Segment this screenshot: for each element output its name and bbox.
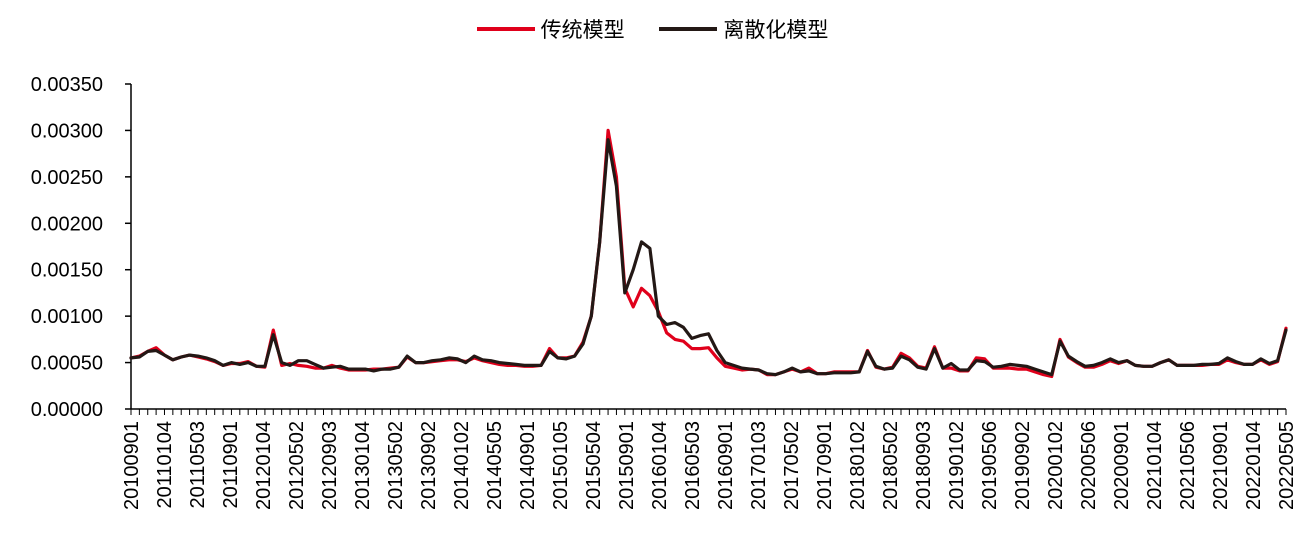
x-tick-label: 20220104 [1243,421,1265,510]
legend: 传统模型 离散化模型 [0,12,1305,44]
x-tick-label: 20190902 [1012,421,1034,510]
x-tick-label: 20130104 [352,421,374,510]
y-tick-label: 0.00300 [31,120,103,142]
x-tick-label: 20110104 [154,421,176,509]
y-tick-label: 0.00350 [31,74,103,96]
x-tick-label: 20140102 [451,421,473,510]
x-tick-label: 20210104 [1144,421,1166,510]
legend-label-traditional: 传统模型 [540,18,625,42]
x-tick-label: 20120502 [286,421,308,510]
y-tick-label: 0.00050 [31,353,103,375]
x-tick-label: 20190102 [946,421,968,510]
x-tick-label: 20150105 [550,421,572,510]
x-tick-label: 20130502 [385,421,407,510]
x-tick-label: 20160104 [649,421,671,510]
x-tick-label: 20190506 [979,421,1001,510]
x-tick-label: 20200102 [1045,421,1067,510]
x-tick-label: 20170103 [748,421,770,510]
x-tick-label: 20210901 [1210,421,1232,510]
x-tick-label: 20120104 [253,421,275,510]
x-tick-label: 20200506 [1078,421,1100,510]
y-tick-label: 0.00250 [31,167,103,189]
y-tick-label: 0.00150 [31,260,103,282]
x-tick-label: 20140505 [484,421,506,510]
x-tick-label: 20170901 [814,421,836,510]
series-layer [129,128,1288,379]
y-axis: 0.00000 0.00050 0.00100 0.00150 0.00200 0.002… [31,74,132,421]
x-tick-label: 20160503 [682,421,704,510]
x-tick-label: 20110901 [220,421,242,509]
legend-label-discretized: 离散化模型 [723,18,829,42]
series-line-traditional [129,128,1288,379]
x-tick-label: 20180903 [913,421,935,510]
x-tick-label: 20180102 [847,421,869,510]
x-tick-label: 20100901 [121,421,143,510]
x-tick-label: 20150901 [616,421,638,510]
legend-swatch-discretized [659,27,718,31]
x-tick-label: 20210506 [1177,421,1199,510]
x-tick-label: 20220505 [1276,421,1298,510]
x-tick-label: 20120903 [319,421,341,510]
series-line-discretized [129,138,1288,377]
x-tick-label: 20200901 [1111,421,1133,510]
x-tick-label: 20170502 [781,421,803,510]
x-tick-label: 20160901 [715,421,737,510]
y-tick-label: 0.00100 [31,306,103,328]
x-tick-label: 20180502 [880,421,902,510]
x-axis: 20100901 20110104 20110503 20110901 20120104… [121,408,1298,510]
y-tick-label: 0.00200 [31,213,103,235]
legend-item-discretized[interactable]: 离散化模型 [659,14,828,44]
x-tick-label: 20140901 [517,421,539,510]
x-tick-label: 20150504 [583,421,605,510]
legend-item-traditional[interactable]: 传统模型 [476,14,625,44]
legend-swatch-traditional [476,27,535,31]
x-tick-label: 20130902 [418,421,440,510]
y-tick-label: 0.00000 [31,399,103,421]
x-tick-label: 20110503 [187,421,209,509]
